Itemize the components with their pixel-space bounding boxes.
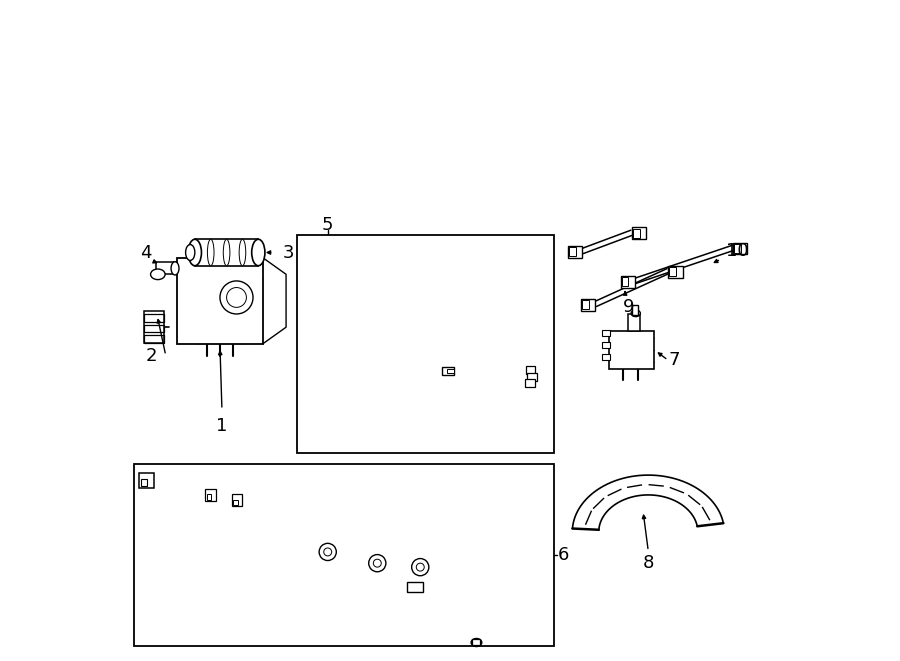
Bar [156,262,176,274]
Bar [569,247,576,256]
Bar [582,300,589,309]
Ellipse shape [472,639,482,646]
Text: 2: 2 [146,346,157,365]
Bar [580,299,596,311]
Bar [527,373,536,381]
Ellipse shape [220,281,253,314]
Ellipse shape [223,239,230,266]
Text: 10: 10 [726,242,749,260]
Ellipse shape [374,559,382,567]
Bar [608,330,653,369]
Ellipse shape [631,310,641,317]
Bar [633,305,638,315]
Bar [602,354,610,360]
Bar [134,464,554,646]
Bar [297,235,554,453]
Text: 1: 1 [216,417,228,436]
Text: 7: 7 [669,351,680,369]
Text: 5: 5 [322,215,334,234]
Bar [734,244,741,253]
Bar [472,639,481,645]
Bar [622,277,628,286]
Bar [144,325,164,332]
Bar [140,479,148,486]
Bar [442,367,454,375]
Text: 3: 3 [283,243,293,262]
Ellipse shape [320,543,337,561]
Ellipse shape [411,559,428,576]
Bar [205,489,216,501]
Bar [177,258,263,344]
Ellipse shape [324,548,332,556]
Bar [233,500,238,505]
Ellipse shape [239,239,246,266]
Bar [628,314,641,330]
Bar [144,311,164,343]
Bar [602,342,610,348]
Bar [446,369,454,373]
Bar [633,229,640,238]
Bar [670,267,676,276]
Bar [526,379,535,387]
Bar [632,227,646,239]
Bar [407,582,423,592]
Ellipse shape [369,555,386,572]
Ellipse shape [252,239,265,266]
Ellipse shape [150,269,165,280]
Bar [232,494,242,506]
Bar [733,243,747,254]
Bar [602,330,610,336]
Text: 8: 8 [643,554,654,572]
Text: 4: 4 [140,243,152,262]
Bar [620,276,635,288]
Ellipse shape [188,239,202,266]
Bar [526,366,536,374]
Ellipse shape [171,262,179,275]
Bar [144,314,164,322]
Bar [207,494,211,500]
Text: 6: 6 [558,546,570,564]
Bar [668,266,683,278]
Bar [144,335,164,343]
Bar [140,473,154,488]
Bar [195,239,258,266]
Ellipse shape [185,245,195,260]
Ellipse shape [417,563,424,571]
Bar [568,246,582,258]
Ellipse shape [227,288,247,307]
Ellipse shape [207,239,214,266]
Text: 9: 9 [623,298,634,317]
